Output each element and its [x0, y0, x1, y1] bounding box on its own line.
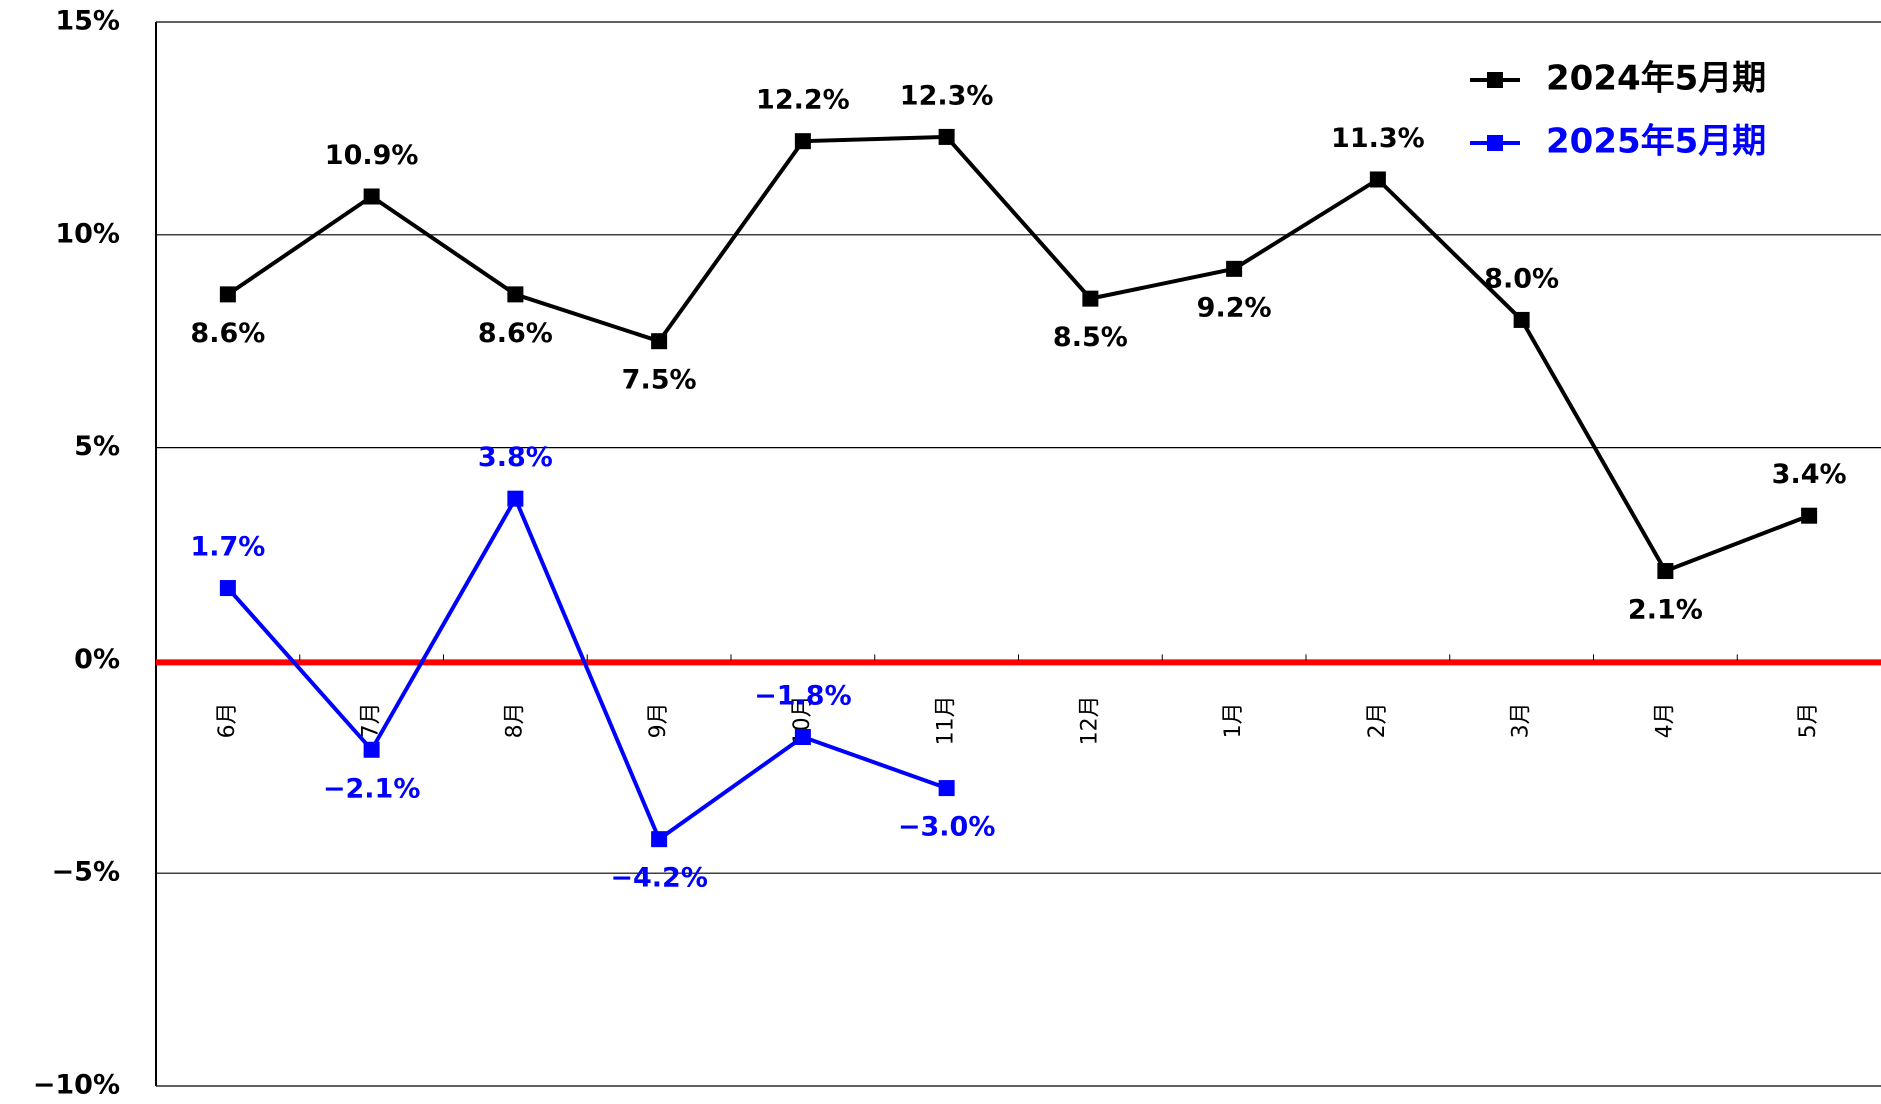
data-label: 11.3%: [1331, 123, 1425, 154]
data-point: [219, 286, 236, 303]
data-point: [1369, 171, 1386, 188]
data-point: [507, 286, 524, 303]
data-point: [363, 741, 380, 758]
data-label: 7.5%: [622, 365, 697, 396]
data-point: [794, 133, 811, 150]
data-label: −2.1%: [323, 773, 421, 804]
data-label: 9.2%: [1197, 292, 1272, 323]
y-tick-label: −10%: [33, 1070, 120, 1101]
data-point: [1082, 290, 1099, 307]
legend-marker: [1487, 72, 1503, 88]
legend-label: 2025年5月期: [1546, 122, 1766, 162]
x-tick-label: 6月: [215, 702, 240, 738]
x-tick-label: 8月: [502, 702, 527, 738]
y-tick-label: 10%: [55, 218, 120, 249]
x-tick-label: 4月: [1652, 702, 1677, 738]
data-label: 2.1%: [1628, 595, 1703, 626]
x-tick-label: 9月: [646, 702, 671, 738]
data-point: [794, 729, 811, 746]
data-label: −1.8%: [754, 681, 852, 712]
data-point: [938, 128, 955, 145]
x-tick-label: 12月: [1077, 695, 1102, 745]
data-point: [219, 580, 236, 597]
data-label: 8.6%: [478, 318, 553, 349]
x-tick-label: 5月: [1796, 702, 1821, 738]
y-tick-label: 5%: [74, 431, 120, 462]
y-tick-label: −5%: [52, 857, 120, 888]
data-point: [1513, 311, 1530, 328]
data-label: 8.6%: [190, 318, 265, 349]
data-point: [651, 831, 668, 848]
x-tick-label: 1月: [1221, 702, 1246, 738]
legend-marker: [1487, 135, 1503, 151]
series-line: [226, 134, 1810, 574]
y-tick-label: 0%: [74, 644, 120, 675]
data-label: 8.5%: [1053, 322, 1128, 353]
x-tick-label: 3月: [1509, 702, 1534, 738]
data-label: 8.0%: [1484, 263, 1559, 294]
data-label: −3.0%: [898, 812, 996, 843]
series-line: [226, 494, 948, 843]
data-point: [1226, 260, 1243, 277]
data-point: [507, 490, 524, 507]
x-tick-label: 11月: [934, 695, 959, 745]
legend-label: 2024年5月期: [1546, 59, 1766, 99]
data-label: 12.2%: [756, 85, 850, 116]
data-label: 10.9%: [325, 140, 419, 171]
data-point: [1657, 563, 1674, 580]
y-tick-label: 15%: [55, 6, 120, 37]
data-label: 1.7%: [190, 532, 265, 563]
data-label: −4.2%: [610, 863, 708, 894]
data-point: [1801, 507, 1818, 524]
data-label: 3.4%: [1772, 459, 1847, 490]
data-label: 3.8%: [478, 442, 553, 473]
data-point: [938, 780, 955, 797]
data-point: [651, 333, 668, 350]
x-tick-label: 2月: [1365, 702, 1390, 738]
data-point: [363, 188, 380, 205]
data-label: 12.3%: [900, 80, 994, 111]
